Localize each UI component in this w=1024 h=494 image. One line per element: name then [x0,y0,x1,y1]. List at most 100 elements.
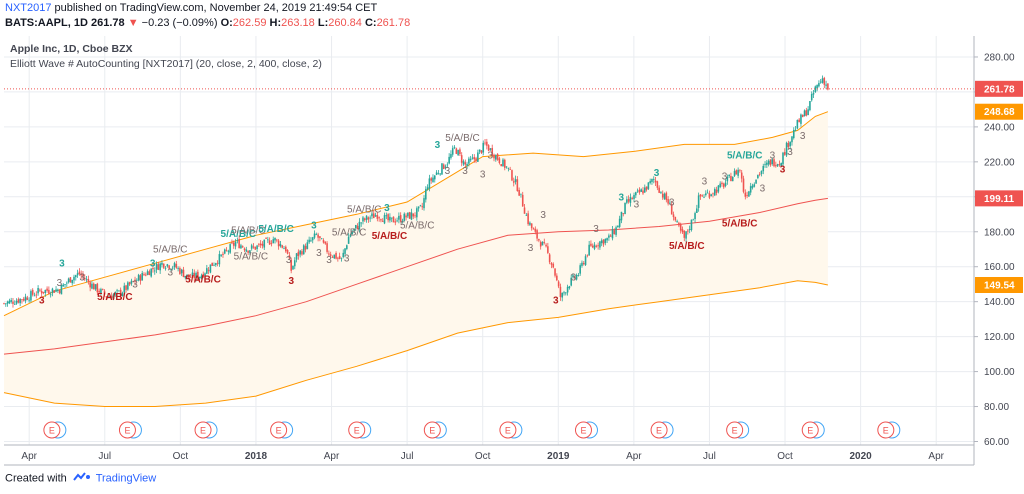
wave-label: 3 [150,259,156,270]
candle-body [780,162,783,167]
candle-body [767,160,770,165]
candle-body [477,152,479,162]
candle-body [679,223,682,231]
wave-label: 5/A/B/C [400,220,434,231]
candle-body [586,254,589,256]
candle-body [105,296,108,298]
candle-body [17,299,20,303]
candle-body [407,212,409,217]
candle-body [15,300,18,304]
candle-body [401,220,404,222]
candle-body [744,192,747,197]
candle-body [437,173,440,175]
wave-label: 3 [760,184,766,195]
y-tick-label: 140.00 [984,297,1015,308]
candle-body [705,193,707,196]
candle-body [40,291,43,294]
candle-body [778,164,781,165]
candle-body [448,156,450,164]
earnings-marker [499,421,517,439]
candle-body [342,252,345,258]
candle-body [259,243,262,246]
candle-body [256,245,258,249]
candle-body [807,109,809,116]
candle-body [73,276,75,281]
candle-body [385,215,388,217]
candle-body [279,243,282,247]
candle-body [800,114,802,124]
candle-body [658,187,660,193]
candle-body [681,229,684,233]
candle-body [265,238,267,239]
x-tick-label: 2019 [547,451,570,462]
candle-body [313,233,316,238]
candle-body [821,78,824,83]
candle-body [13,303,16,305]
candle-body [703,196,705,198]
candle-body [64,284,66,285]
candle-body [277,240,280,247]
candle-body [389,216,391,221]
candle-body [450,154,452,158]
candle-body [270,243,273,245]
candle-body [39,289,41,291]
x-tick-label: Oct [173,451,189,462]
x-tick-label: Apr [626,451,642,462]
candle-body [457,149,459,156]
candle-body [753,184,756,187]
candle-body [643,187,646,193]
candle-body [520,193,522,195]
candle-body [789,141,791,147]
candle-body [92,283,95,290]
candle-body [688,229,691,231]
candle-body [211,262,214,266]
candle-body [380,219,382,221]
x-tick-label: Jul [703,451,716,462]
candle-body [794,129,797,131]
symbol-label: BATS:AAPL, 1D [5,17,88,29]
candle-body [118,290,120,292]
candle-body [347,236,350,244]
candle-body [360,222,362,224]
candle-body [232,242,235,246]
candle-body [96,283,99,293]
price-label-box [975,190,1023,207]
tradingview-link[interactable]: TradingView [95,472,157,485]
candle-body [731,176,734,182]
wave-label: 5/A/B/C [258,224,294,235]
candle-body [539,242,542,247]
candle-body [299,250,301,255]
candle-body [500,164,502,167]
candle-body [556,275,558,281]
candle-body [21,299,23,301]
candle-body [417,206,420,209]
earnings-marker [574,421,592,439]
candle-body [640,189,642,192]
close-label: C: [364,17,377,29]
candle-body [428,178,431,189]
candle-body [719,183,721,188]
legend-title: Apple Inc, 1D, Cboe BZX [10,43,133,55]
candle-body [49,294,52,296]
candle-body [46,288,48,291]
candle-body [710,194,713,197]
candle-body [261,243,264,246]
candle-body [766,162,768,165]
candle-body [193,272,196,279]
candle-body [274,237,276,241]
wave-label: 3 [480,170,486,181]
candle-body [173,263,176,268]
candle-body [67,278,70,283]
candle-body [489,148,492,150]
candle-body [525,214,528,216]
candle-body [166,264,169,267]
candle-body [726,176,729,182]
candle-body [317,234,319,238]
author-link[interactable]: NXT2017 [5,2,52,14]
candle-body [676,221,678,222]
candle-body [292,265,294,270]
candle-body [480,150,483,153]
candle-body [355,224,357,229]
last-price: 261.78 [90,17,125,29]
